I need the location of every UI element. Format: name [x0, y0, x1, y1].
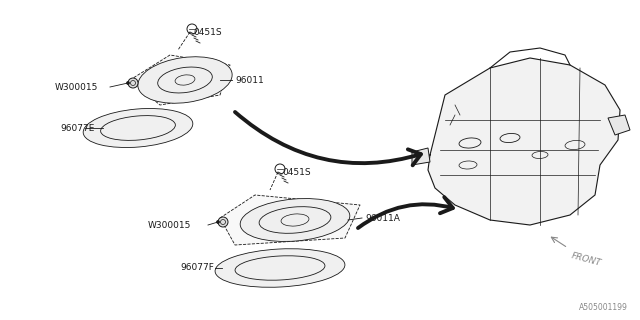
- Ellipse shape: [83, 108, 193, 148]
- FancyArrowPatch shape: [235, 112, 421, 165]
- FancyArrowPatch shape: [358, 197, 453, 228]
- Circle shape: [218, 217, 228, 227]
- Polygon shape: [130, 55, 230, 105]
- Text: 96011: 96011: [235, 76, 264, 84]
- Text: 96011A: 96011A: [365, 213, 400, 222]
- Ellipse shape: [240, 198, 350, 242]
- Text: 96077F: 96077F: [180, 263, 214, 273]
- Text: W300015: W300015: [55, 83, 99, 92]
- Text: W300015: W300015: [148, 220, 191, 229]
- Circle shape: [128, 78, 138, 88]
- Text: FRONT: FRONT: [570, 251, 602, 268]
- Circle shape: [127, 82, 129, 84]
- Text: 0451S: 0451S: [282, 168, 310, 177]
- Text: 96077E: 96077E: [60, 124, 94, 132]
- Polygon shape: [428, 58, 620, 225]
- Ellipse shape: [138, 57, 232, 103]
- Circle shape: [216, 220, 220, 223]
- Text: A505001199: A505001199: [579, 303, 628, 312]
- Polygon shape: [608, 115, 630, 135]
- Polygon shape: [412, 148, 430, 165]
- Polygon shape: [220, 195, 360, 245]
- Ellipse shape: [215, 249, 345, 287]
- Text: 0451S: 0451S: [193, 28, 221, 37]
